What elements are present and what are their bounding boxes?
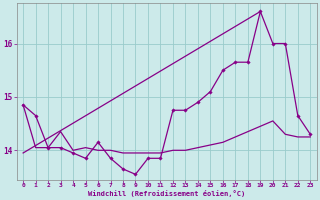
X-axis label: Windchill (Refroidissement éolien,°C): Windchill (Refroidissement éolien,°C) bbox=[88, 190, 245, 197]
